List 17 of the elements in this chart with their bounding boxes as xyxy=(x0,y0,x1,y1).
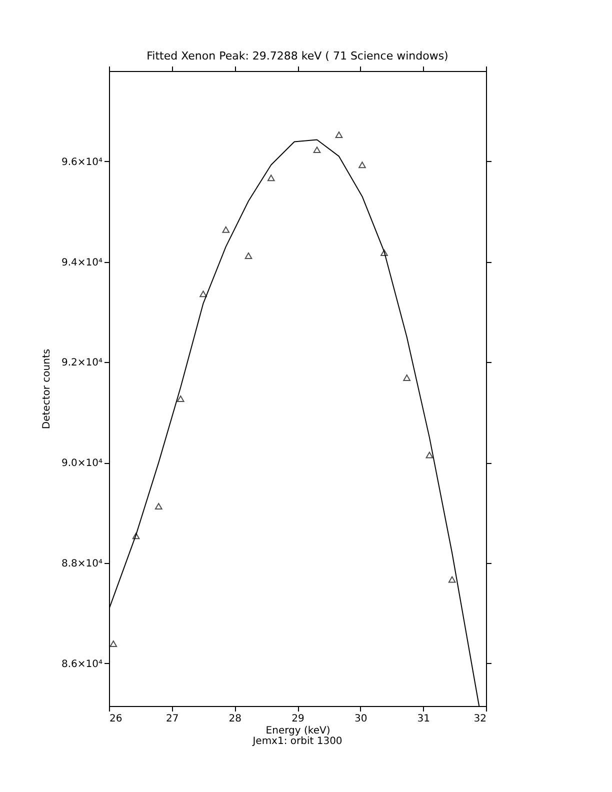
y-axis-title: Detector counts xyxy=(41,348,52,430)
y-tick-label: 8.8×10⁴ xyxy=(61,558,102,570)
text: Jemx1: orbit 1300 xyxy=(252,736,342,747)
x-tick-label: 28 xyxy=(228,714,242,724)
y-tick-label: 9.0×10⁴ xyxy=(61,458,102,470)
x-tick-label: 29 xyxy=(292,714,304,724)
x-tick-label: 27 xyxy=(166,714,179,724)
chart-title: Fitted Xenon Peak: 29.7288 keV ( 71 Science windows) xyxy=(146,50,448,62)
x-tick-label: 31 xyxy=(417,714,430,724)
y-tick-label: 9.4×10⁴ xyxy=(61,257,102,268)
x-tick-label: 32 xyxy=(474,714,486,724)
y-tick-label: 8.6×10⁴ xyxy=(61,658,102,670)
y-tick-label: 9.6×10⁴ xyxy=(61,156,102,168)
y-tick-label: 9.2×10⁴ xyxy=(61,358,102,369)
x-axis-title: Energy (keV) xyxy=(266,726,330,736)
x-tick-label: 26 xyxy=(110,714,122,724)
x-tick-label: 30 xyxy=(354,714,368,724)
